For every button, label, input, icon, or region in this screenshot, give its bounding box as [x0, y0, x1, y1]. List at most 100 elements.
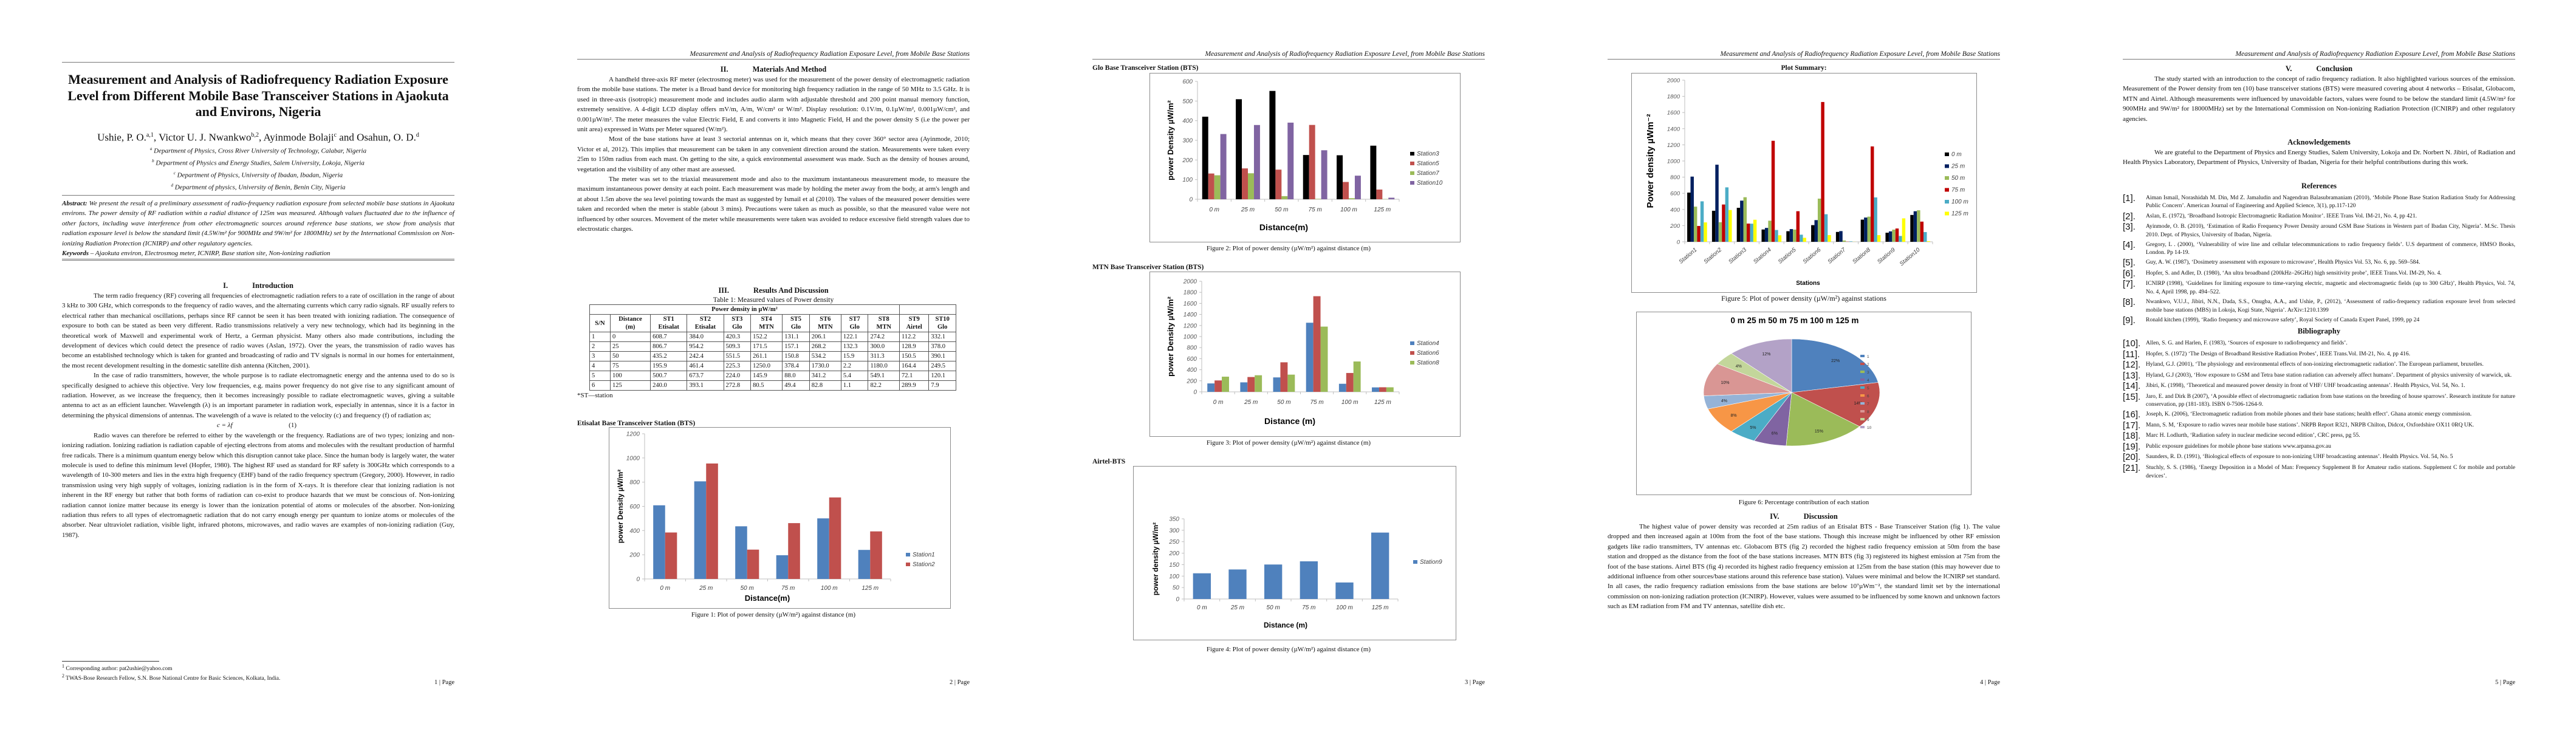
header-line: MTN — [759, 324, 774, 330]
figure-caption: Figure 4: Plot of power density (µW/m²) … — [1206, 646, 1371, 653]
x-tick-label: 100 m — [1341, 399, 1358, 406]
legend-label: 6 — [1867, 394, 1869, 399]
pie-value-label: 10% — [1721, 381, 1729, 385]
bar-station8 — [1222, 377, 1229, 392]
table-cell: 150.5 — [899, 351, 930, 361]
aff-text: Department of physics, University of Ben… — [174, 183, 346, 191]
bar-100m — [1824, 214, 1828, 242]
affiliation: d Department of physics, University of B… — [62, 180, 454, 193]
header-line: Etisalat — [694, 324, 716, 330]
header-line: Distance — [618, 316, 642, 323]
glo-bar-chart: 0 100 200 300 400 500 600 0 m 25 m 50 m 75 m 100 m 1… — [1166, 79, 1443, 233]
reference-item: [3]. Ayinmode, O. B. (2010), ‘Estimation … — [2123, 222, 2515, 239]
table-cell: 549.1 — [868, 371, 900, 381]
y-tick-label: 2000 — [1183, 279, 1197, 286]
bar-station10 — [1220, 134, 1227, 199]
x-tick-label: 25 m — [1230, 604, 1244, 611]
legend-label: 25 m — [1951, 163, 1965, 170]
section-title: Discussion — [1803, 512, 1838, 521]
table-cell: 164.4 — [899, 361, 930, 371]
bar-0m — [1761, 229, 1765, 242]
y-tick-label: 400 — [1670, 207, 1680, 213]
keywords-text: – Ajaokuta environ, Electrosmog meter, I… — [89, 250, 331, 258]
legend-label: 75 m — [1951, 187, 1965, 194]
y-axis-title: power Density µW/m² — [1166, 296, 1175, 376]
legend-swatch — [1860, 402, 1865, 405]
x-tick-label: 0 m — [660, 585, 670, 592]
y-tick-label: 0 — [1189, 197, 1193, 204]
table-cell: 242.4 — [687, 351, 724, 361]
header-line: ST4 — [761, 316, 772, 323]
affiliation: b Department of Physics and Energy Studi… — [62, 156, 454, 168]
bar-station5 — [1242, 168, 1248, 199]
bar-station4 — [1306, 323, 1314, 392]
table-cell: 954.2 — [687, 341, 724, 352]
bar-125m — [1753, 219, 1757, 242]
table-row: 5 100 500.7 673.7 224.0 145.9 88.0 341.2 5.4 549.… — [589, 371, 956, 381]
bar-50m — [1768, 221, 1772, 242]
header-line: (m) — [625, 324, 635, 330]
paragraph: In the case of radio transmitters, howev… — [62, 372, 454, 419]
table-cell: 15.9 — [840, 351, 869, 361]
pie-value-label: 15% — [1815, 430, 1823, 434]
x-tick-label: 50 m — [1267, 604, 1280, 611]
paragraph: The term radio frequency (RF) covering a… — [62, 292, 454, 369]
bar-25m — [1789, 229, 1793, 242]
bar-50m — [1917, 210, 1920, 242]
legend-label: 1 — [1867, 355, 1869, 359]
table-cell: 272.8 — [723, 380, 752, 391]
bar-station3 — [1370, 145, 1377, 199]
page-number: 5 | Page — [2495, 679, 2515, 686]
aff-text: Department of Physics, University of Iba… — [177, 171, 343, 179]
table-cell: 152.2 — [750, 332, 783, 342]
header-line: S/N — [595, 320, 605, 327]
bar-0m — [1711, 210, 1716, 242]
table-cell: 128.9 — [899, 341, 930, 352]
bar-125m — [1902, 218, 1906, 242]
legend-swatch — [1860, 410, 1865, 412]
reference-text: ICNIRP (1998), ‘Guidelines for limiting … — [2146, 280, 2515, 295]
x-tick-label: 100 m — [821, 585, 838, 592]
page-number: 3 | Page — [1464, 679, 1485, 686]
figure-heading: MTN Base Transceiver Station (BTS) — [1092, 264, 1204, 271]
reference-item: [2]. Aslan, E. (1972), ‘Broadband Isotrop… — [2123, 212, 2515, 221]
x-tick-label: Station2 — [1702, 246, 1723, 265]
x-axis-title: Distance(m) — [745, 594, 790, 603]
legend-swatch — [1410, 181, 1414, 185]
table-cell: 420.3 — [723, 332, 752, 342]
bar-station9 — [1264, 564, 1283, 599]
table-cell: 171.5 — [750, 341, 783, 352]
legend-swatch — [1410, 361, 1414, 364]
bar-station6 — [1280, 362, 1288, 392]
y-axis-title: Power density µWm⁻² — [1645, 114, 1656, 208]
legend-swatch — [1410, 341, 1414, 345]
bar-0m — [1885, 233, 1889, 242]
bar-station2 — [706, 463, 718, 579]
table-cell: 435.2 — [650, 351, 688, 361]
bar-station1 — [858, 550, 871, 579]
table-row: 2 25 806.7 954.2 509.3 171.5 157.1 268.2 132.3 30… — [589, 341, 956, 352]
figure-2-chart: 0 100 200 300 400 500 600 0 m 25 m 50 m 75 m 100 m 1… — [1149, 73, 1461, 242]
x-tick-label: 50 m — [741, 585, 754, 592]
y-tick-label: 600 — [629, 504, 640, 510]
bar-75m — [1796, 211, 1800, 242]
x-axis-title: Distance (m) — [1264, 416, 1315, 426]
bar-station3 — [1236, 99, 1242, 199]
paragraph: The highest value of power density was r… — [1608, 523, 2000, 611]
bar-125m — [1877, 235, 1881, 242]
bar-station4 — [1240, 382, 1248, 392]
legend-swatch — [1860, 378, 1865, 381]
table-column-header: ST2 Etisalat — [687, 314, 724, 332]
table-cell: 2 — [589, 341, 611, 352]
bar-75m — [1871, 146, 1874, 242]
pie-slice-3 — [1786, 392, 1860, 447]
bar-125m — [1728, 210, 1732, 242]
table-caption: Table 1: Measured values of Power densit… — [713, 296, 834, 304]
figure-6-chart: 0 m 25 m 50 m 75 m 100 m 125 m 22% 1 14% 2 15… — [1636, 312, 1971, 495]
legend-label: 2 — [1867, 363, 1869, 367]
header-line: ST3 — [731, 316, 743, 323]
table-cell: 1 — [589, 332, 611, 342]
bar-station10 — [1354, 176, 1361, 199]
bar-station5 — [1208, 173, 1214, 199]
bar-25m — [1690, 176, 1694, 242]
